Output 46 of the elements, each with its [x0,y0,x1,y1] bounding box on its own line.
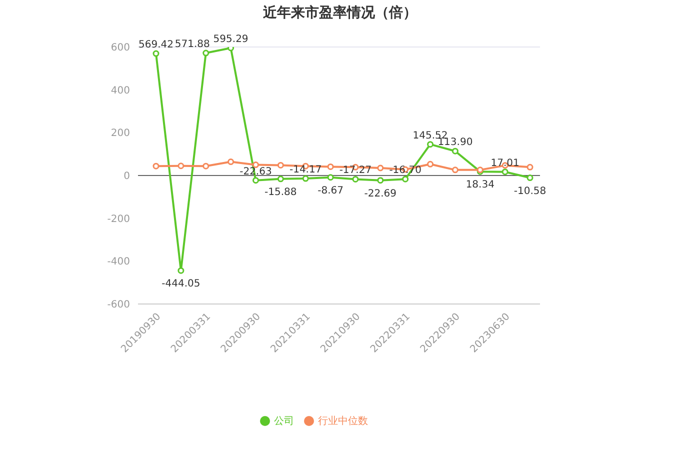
y-tick-label: 600 [110,42,130,54]
data-label: 18.34 [466,180,494,191]
point [327,163,334,170]
point [228,158,234,166]
y-tick-label: -600 [107,300,130,311]
point [202,50,210,56]
point [327,174,334,181]
data-label: -15.88 [264,186,297,198]
data-label: 595.29 [213,34,248,46]
data-label: -14.17 [289,164,322,176]
data-label: 571.88 [174,39,210,50]
point [526,164,534,170]
data-label: 569.42 [138,40,174,51]
point [427,141,434,148]
y-tick-label: 0 [124,171,130,182]
point [302,175,309,182]
point [377,177,384,184]
data-label: -10.58 [514,186,546,197]
point [402,176,409,182]
y-tick-label: 400 [110,85,130,96]
point [452,166,458,174]
data-label: -17.27 [339,165,372,176]
y-tick-label: 200 [110,128,130,140]
point [277,162,284,168]
point [252,177,259,184]
point [152,162,160,170]
point [352,176,359,182]
data-label: -8.67 [318,185,344,196]
data-label: -444.05 [162,278,200,290]
legend-label: 行业中位数 [318,416,368,427]
point [452,148,458,154]
point [427,160,434,168]
point [526,174,534,182]
point [202,162,210,170]
y-tick-label: -400 [107,256,130,268]
point [502,168,508,176]
point [178,267,184,274]
point [178,162,184,170]
point [377,164,384,172]
y-tick-label: -200 [107,214,130,225]
data-label: 113.90 [438,137,473,148]
chart-title: 近年来市盈率情况（倍） [262,4,418,22]
data-label: -22.69 [364,188,397,200]
point [152,50,160,57]
point [277,176,284,182]
legend-label: 公司 [274,416,294,427]
